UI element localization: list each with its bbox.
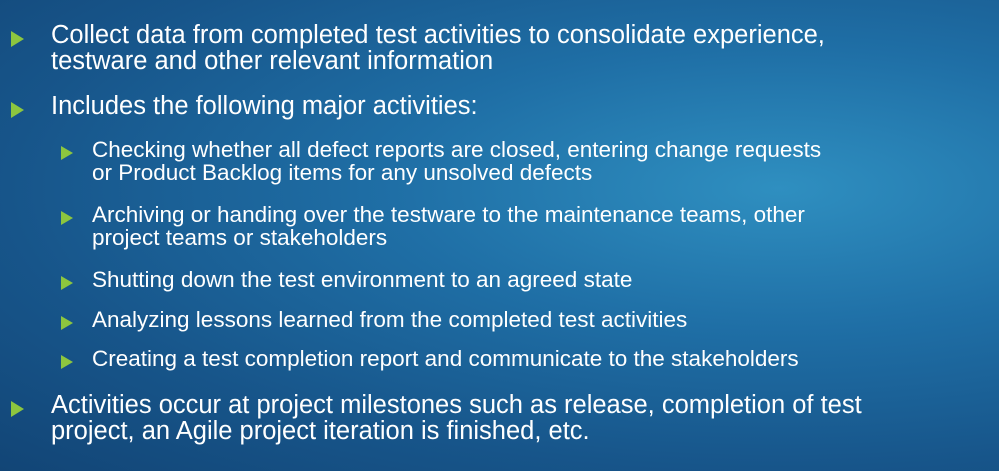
sub-bullet-arrow-icon bbox=[61, 276, 73, 290]
bullet-text: Includes the following major activities: bbox=[51, 92, 478, 120]
sub-bullet-defect-reports: Checking whether all defect reports are … bbox=[61, 137, 822, 185]
sub-bullet-arrow-icon bbox=[61, 211, 73, 225]
bullet-arrow-icon bbox=[11, 31, 24, 47]
sub-bullet-text: Creating a test completion report and co… bbox=[92, 346, 799, 371]
sub-bullet-arrow-icon bbox=[61, 316, 73, 330]
sub-bullet-text: Shutting down the test environment to an… bbox=[92, 267, 633, 292]
sub-bullet-lessons-learned: Analyzing lessons learned from the compl… bbox=[61, 307, 688, 332]
sub-bullet-text: Analyzing lessons learned from the compl… bbox=[92, 307, 688, 332]
bullet-major-activities: Includes the following major activities: bbox=[11, 92, 478, 120]
bullet-arrow-icon bbox=[11, 102, 24, 118]
bullet-arrow-icon bbox=[11, 401, 24, 417]
sub-bullet-completion-report: Creating a test completion report and co… bbox=[61, 346, 799, 371]
sub-bullet-text: Checking whether all defect reports are … bbox=[92, 137, 822, 185]
bullet-milestones: Activities occur at project milestones s… bbox=[11, 391, 862, 445]
sub-bullet-archiving: Archiving or handing over the testware t… bbox=[61, 202, 805, 250]
sub-bullet-arrow-icon bbox=[61, 355, 73, 369]
bullet-text: Collect data from completed test activit… bbox=[51, 21, 825, 75]
sub-bullet-arrow-icon bbox=[61, 146, 73, 160]
bullet-collect-data: Collect data from completed test activit… bbox=[11, 21, 825, 75]
sub-bullet-shutting-down: Shutting down the test environment to an… bbox=[61, 267, 633, 292]
sub-bullet-text: Archiving or handing over the testware t… bbox=[92, 202, 805, 250]
bullet-text: Activities occur at project milestones s… bbox=[51, 391, 862, 445]
